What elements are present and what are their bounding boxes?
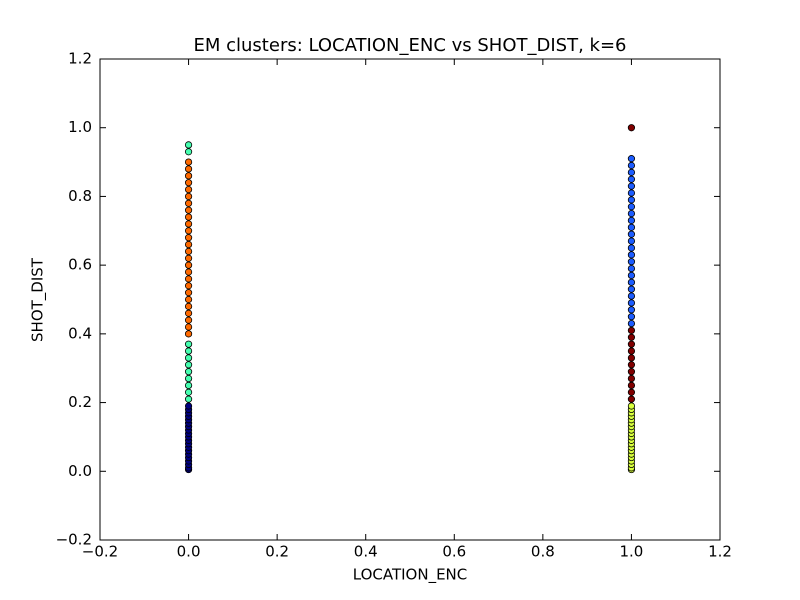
point [184, 395, 193, 403]
point [627, 395, 636, 403]
x-tick-label: 1.2 [708, 543, 732, 561]
point [184, 165, 193, 173]
point [184, 302, 193, 310]
point [184, 220, 193, 228]
point [184, 289, 193, 297]
point [184, 227, 193, 235]
point [184, 141, 193, 149]
point [184, 192, 193, 201]
y-tick-label: 1.0 [68, 118, 92, 136]
point [627, 347, 636, 355]
point [627, 319, 636, 328]
point [184, 368, 193, 376]
point [184, 185, 193, 194]
point [627, 326, 636, 335]
point [627, 258, 636, 266]
y-tick-label: 0.0 [68, 462, 92, 480]
point [184, 354, 193, 362]
point [627, 230, 636, 238]
point [627, 244, 636, 252]
point [184, 347, 193, 355]
point [627, 210, 636, 218]
point [184, 240, 193, 249]
point [627, 161, 636, 170]
point [184, 316, 193, 324]
point [184, 254, 193, 262]
point [184, 158, 193, 166]
point [627, 292, 636, 300]
point [184, 148, 193, 156]
point [184, 247, 193, 255]
chart-title: EM clusters: LOCATION_ENC vs SHOT_DIST, … [194, 35, 627, 56]
point [627, 264, 636, 273]
point [184, 309, 193, 317]
x-tick-label: −0.2 [82, 543, 118, 561]
point [627, 155, 636, 163]
y-tick-label: 1.2 [68, 50, 92, 68]
point [184, 295, 193, 304]
point [184, 381, 193, 389]
x-tick-label: 0.6 [442, 543, 466, 561]
point [184, 179, 193, 187]
point [184, 234, 193, 242]
point [627, 299, 636, 307]
point [627, 124, 636, 132]
point [627, 223, 636, 231]
y-tick-label: −0.2 [56, 531, 92, 549]
point [184, 199, 193, 207]
x-tick-label: 0.8 [531, 543, 555, 561]
point [627, 182, 636, 190]
point [184, 275, 193, 283]
y-tick-label: 0.8 [68, 187, 92, 205]
point [627, 361, 636, 369]
point [184, 261, 193, 269]
point [627, 333, 636, 341]
point [627, 306, 636, 314]
point [184, 340, 193, 348]
point [184, 374, 193, 383]
y-tick-label: 0.2 [68, 393, 92, 411]
point [184, 268, 193, 276]
point [627, 196, 636, 204]
y-tick-label: 0.6 [68, 256, 92, 274]
point [627, 216, 636, 225]
point [184, 330, 193, 338]
y-axis-label: SHOT_DIST [29, 257, 48, 342]
point [184, 402, 193, 410]
point [627, 381, 636, 389]
point [627, 285, 636, 293]
point [184, 206, 193, 214]
x-tick-label: 0.2 [265, 543, 289, 561]
y-tick-label: 0.4 [68, 324, 92, 342]
x-tick-label: 1.0 [619, 543, 643, 561]
point [627, 354, 636, 362]
point [627, 251, 636, 259]
point [627, 237, 636, 245]
x-axis-label: LOCATION_ENC [353, 566, 468, 585]
point [627, 189, 636, 197]
point [627, 168, 636, 176]
point [184, 172, 193, 180]
x-tick-label: 0.0 [177, 543, 201, 561]
point [627, 278, 636, 286]
point [627, 175, 636, 183]
point [627, 374, 636, 383]
point [627, 402, 636, 410]
point [627, 271, 636, 280]
point [627, 340, 636, 348]
x-tick-label: 0.4 [354, 543, 378, 561]
point [184, 388, 193, 396]
point [184, 213, 193, 221]
axes-frame [99, 58, 721, 541]
point [627, 368, 636, 376]
point [627, 388, 636, 396]
point [184, 361, 193, 369]
plot-area [184, 124, 636, 474]
point [184, 323, 193, 331]
point [184, 282, 193, 290]
point [627, 313, 636, 321]
point [627, 203, 636, 211]
